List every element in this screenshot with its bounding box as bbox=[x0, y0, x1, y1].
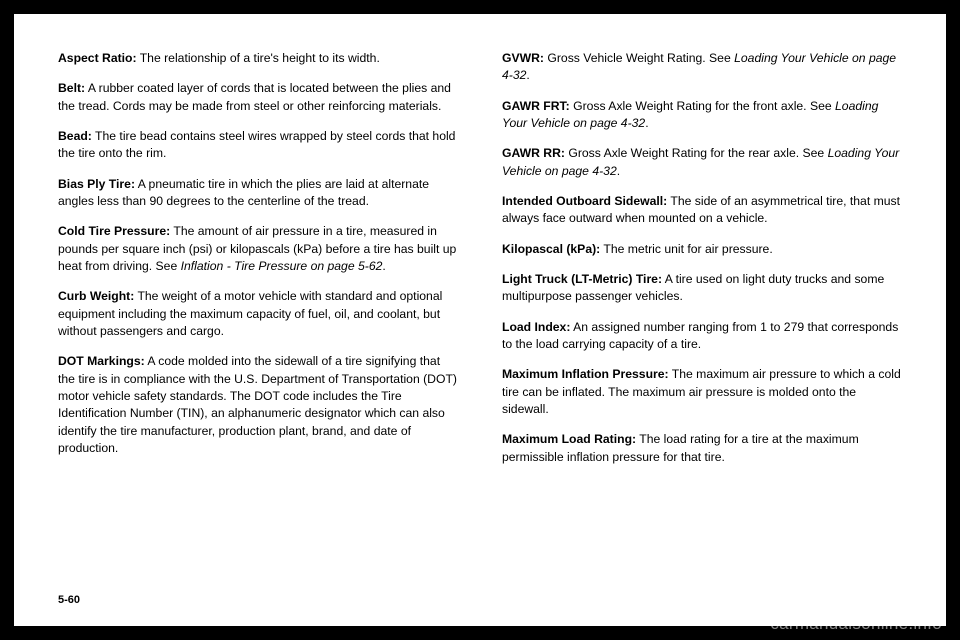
glossary-entry: GAWR RR: Gross Axle Weight Rating for th… bbox=[502, 145, 902, 180]
glossary-definition: The tire bead contains steel wires wrapp… bbox=[58, 129, 455, 160]
glossary-definition: Gross Vehicle Weight Rating. See bbox=[547, 51, 734, 65]
right-column: GVWR: Gross Vehicle Weight Rating. See L… bbox=[502, 50, 902, 584]
two-column-layout: Aspect Ratio: The relationship of a tire… bbox=[58, 50, 902, 584]
glossary-entry: Curb Weight: The weight of a motor vehic… bbox=[58, 288, 458, 340]
glossary-term: Cold Tire Pressure: bbox=[58, 224, 170, 238]
glossary-definition: Gross Axle Weight Rating for the front a… bbox=[573, 99, 835, 113]
glossary-term: GAWR FRT: bbox=[502, 99, 570, 113]
manual-page: Aspect Ratio: The relationship of a tire… bbox=[14, 14, 946, 626]
glossary-entry: Load Index: An assigned number ranging f… bbox=[502, 319, 902, 354]
glossary-term: Curb Weight: bbox=[58, 289, 134, 303]
glossary-entry: Kilopascal (kPa): The metric unit for ai… bbox=[502, 241, 902, 258]
glossary-term: Light Truck (LT-Metric) Tire: bbox=[502, 272, 662, 286]
glossary-entry: DOT Markings: A code molded into the sid… bbox=[58, 353, 458, 457]
glossary-entry: Aspect Ratio: The relationship of a tire… bbox=[58, 50, 458, 67]
glossary-definition: A rubber coated layer of cords that is l… bbox=[58, 81, 451, 112]
glossary-entry: Bead: The tire bead contains steel wires… bbox=[58, 128, 458, 163]
glossary-entry: Intended Outboard Sidewall: The side of … bbox=[502, 193, 902, 228]
page-reference: Inflation - Tire Pressure on page 5-62 bbox=[181, 259, 383, 273]
page-number: 5-60 bbox=[58, 594, 80, 606]
definition-suffix: . bbox=[526, 68, 529, 82]
glossary-entry: GVWR: Gross Vehicle Weight Rating. See L… bbox=[502, 50, 902, 85]
definition-suffix: . bbox=[617, 164, 620, 178]
glossary-term: Maximum Load Rating: bbox=[502, 432, 636, 446]
glossary-definition: The metric unit for air pressure. bbox=[603, 242, 772, 256]
watermark-text: carmanualsonline.info bbox=[770, 614, 942, 634]
definition-suffix: . bbox=[382, 259, 385, 273]
glossary-term: GAWR RR: bbox=[502, 146, 565, 160]
glossary-entry: Belt: A rubber coated layer of cords tha… bbox=[58, 80, 458, 115]
glossary-term: DOT Markings: bbox=[58, 354, 145, 368]
glossary-term: Aspect Ratio: bbox=[58, 51, 137, 65]
glossary-entry: Bias Ply Tire: A pneumatic tire in which… bbox=[58, 176, 458, 211]
left-column: Aspect Ratio: The relationship of a tire… bbox=[58, 50, 458, 584]
glossary-term: Maximum Inflation Pressure: bbox=[502, 367, 669, 381]
glossary-entry: Light Truck (LT-Metric) Tire: A tire use… bbox=[502, 271, 902, 306]
glossary-term: GVWR: bbox=[502, 51, 544, 65]
glossary-term: Load Index: bbox=[502, 320, 570, 334]
glossary-definition: Gross Axle Weight Rating for the rear ax… bbox=[568, 146, 827, 160]
definition-suffix: . bbox=[645, 116, 648, 130]
glossary-entry: Cold Tire Pressure: The amount of air pr… bbox=[58, 223, 458, 275]
glossary-entry: GAWR FRT: Gross Axle Weight Rating for t… bbox=[502, 98, 902, 133]
glossary-term: Bead: bbox=[58, 129, 92, 143]
glossary-definition: The relationship of a tire's height to i… bbox=[140, 51, 380, 65]
glossary-term: Intended Outboard Sidewall: bbox=[502, 194, 667, 208]
glossary-definition: A code molded into the sidewall of a tir… bbox=[58, 354, 457, 455]
glossary-term: Bias Ply Tire: bbox=[58, 177, 135, 191]
glossary-term: Kilopascal (kPa): bbox=[502, 242, 600, 256]
glossary-entry: Maximum Load Rating: The load rating for… bbox=[502, 431, 902, 466]
glossary-entry: Maximum Inflation Pressure: The maximum … bbox=[502, 366, 902, 418]
glossary-term: Belt: bbox=[58, 81, 85, 95]
